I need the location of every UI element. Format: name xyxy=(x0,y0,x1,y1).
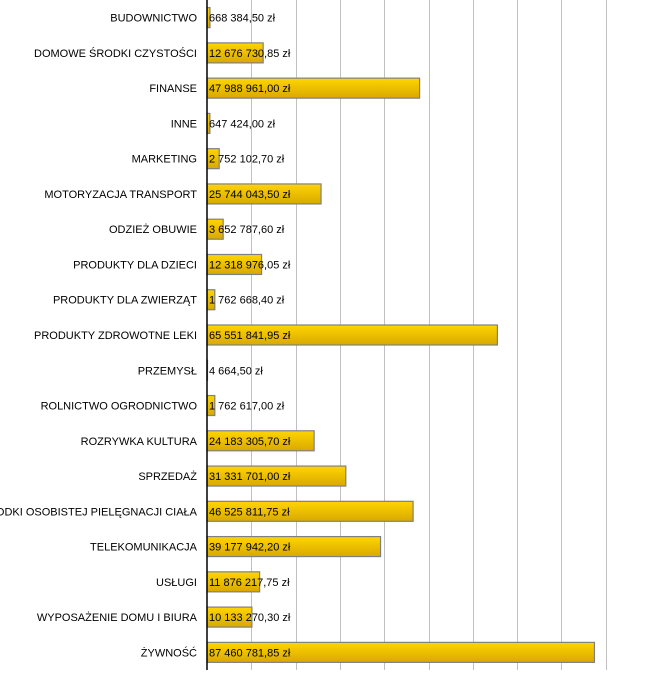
category-tick-label: FINANSE xyxy=(149,83,197,95)
category-tick-label: ROLNICTWO OGRODNICTWO xyxy=(41,401,198,413)
data-label: 4 664,50 zł xyxy=(209,365,263,377)
data-label: 1 762 668,40 zł xyxy=(209,295,285,307)
data-label: 12 676 730,85 zł xyxy=(209,48,291,60)
category-tick-label: PRODUKTY DLA DZIECI xyxy=(73,259,197,271)
data-label: 24 183 305,70 zł xyxy=(209,436,291,448)
data-label: 25 744 043,50 zł xyxy=(209,189,291,201)
data-label: 31 331 701,00 zł xyxy=(209,471,291,483)
category-tick-label: PRZEMYSŁ xyxy=(138,365,197,377)
category-tick-label: ODZIEŻ OBUWIE xyxy=(109,223,197,236)
category-tick-label: TELEKOMUNIKACJA xyxy=(90,542,198,554)
data-label: 10 133 270,30 zł xyxy=(209,612,291,624)
category-tick-label: ŚRODKI OSOBISTEJ PIELĘGNACJI CIAŁA xyxy=(0,505,198,518)
data-label: 647 424,00 zł xyxy=(209,118,276,130)
category-tick-label: BUDOWNICTWO xyxy=(110,13,197,25)
data-label: 12 318 976,05 zł xyxy=(209,259,291,271)
category-tick-label: INNE xyxy=(171,118,197,130)
category-tick-label: MOTORYZACJA TRANSPORT xyxy=(44,189,197,201)
category-tick-label: SPRZEDAŻ xyxy=(138,470,197,483)
data-label: 668 384,50 zł xyxy=(209,13,276,25)
data-label: 87 460 781,85 zł xyxy=(209,647,291,659)
category-tick-label: PRODUKTY ZDROWOTNE LEKI xyxy=(34,330,197,342)
category-tick-label: ŻYWNOŚĆ xyxy=(141,646,197,659)
data-label: 46 525 811,75 zł xyxy=(209,506,290,518)
category-tick-label: MARKETING xyxy=(132,154,197,166)
data-label: 1 762 617,00 zł xyxy=(209,401,285,413)
data-label: 11 876 217,75 zł xyxy=(209,577,290,589)
data-label: 39 177 942,20 zł xyxy=(209,542,291,554)
data-label: 65 551 841,95 zł xyxy=(209,330,291,342)
category-tick-label: DOMOWE ŚRODKI CZYSTOŚCI xyxy=(34,47,197,60)
data-label: 3 652 787,60 zł xyxy=(209,224,285,236)
data-label: 47 988 961,00 zł xyxy=(209,83,291,95)
data-label: 2 752 102,70 zł xyxy=(209,154,285,166)
category-tick-label: PRODUKTY DLA ZWIERZĄT xyxy=(53,295,197,307)
category-tick-label: WYPOSAŻENIE DOMU I BIURA xyxy=(37,611,198,624)
category-tick-label: ROZRYWKA KULTURA xyxy=(81,436,198,448)
category-tick-label: USŁUGI xyxy=(156,577,197,589)
